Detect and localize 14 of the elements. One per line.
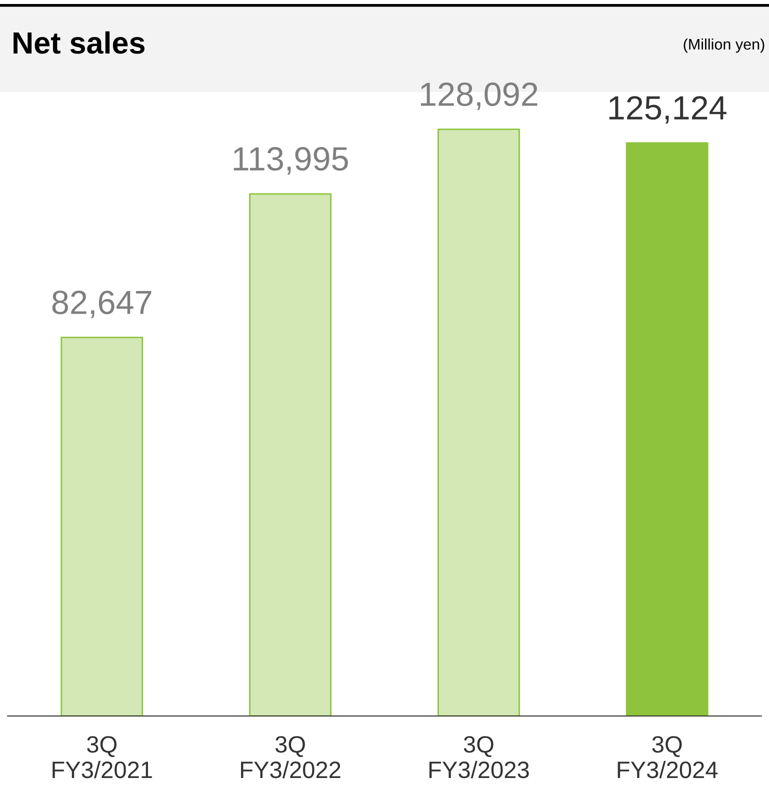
data-label: 128,092 <box>421 82 538 110</box>
bar <box>60 336 144 716</box>
data-label: 82,647 <box>52 290 152 318</box>
x-tick-label: 3Q FY3/2021 <box>52 736 152 778</box>
data-label: 113,995 <box>234 147 348 175</box>
text: (Million yen) <box>684 38 764 53</box>
bar <box>626 142 708 716</box>
data-label: 125,124 <box>609 96 726 124</box>
bar <box>438 128 520 716</box>
x-tick-label: 3Q FY3/2022 <box>241 736 340 778</box>
x-tick-label: 3Q FY3/2023 <box>429 736 529 778</box>
bar <box>249 193 332 716</box>
x-tick-label: 3Q FY3/2024 <box>618 736 718 778</box>
chart-title: Net sales <box>14 31 144 54</box>
